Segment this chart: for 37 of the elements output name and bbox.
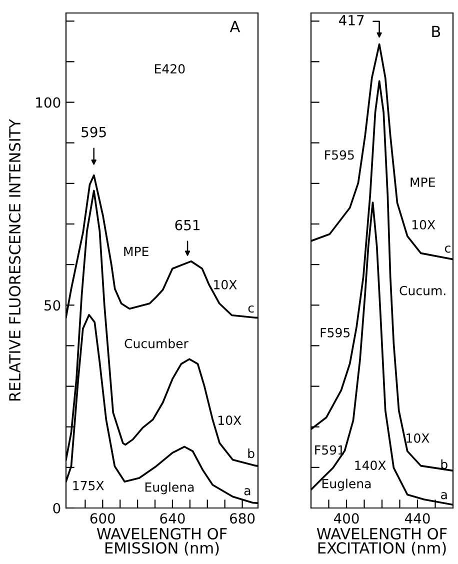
y-tick-label: 0 [53,502,60,514]
annotation: 10X [406,433,430,443]
x-tick-label: 600 [90,513,115,524]
annotation: c [248,305,254,313]
y-tick-label: 50 [44,300,60,311]
x-axis-title: WAVELENGTH OF EMISSION (nm) [96,528,227,556]
x-tick-label: 680 [230,513,255,524]
annotation: B [432,26,440,38]
annotation: 175X [73,481,104,490]
annotation: a [244,488,250,496]
annotation: E420 [155,64,185,74]
annotation: MPE [410,178,435,187]
annotation: 10X [218,416,242,425]
annotation: Cucum. [400,286,446,296]
annotation: Euglena [145,482,194,494]
annotation: 651 [175,220,200,230]
annotation: F591 [315,445,344,455]
x-tick-label: 400 [334,513,359,524]
annotation: 10X [412,220,436,230]
annotation: Euglena [322,478,371,491]
annotation: MPE [124,246,148,256]
annotation: 595 [82,126,106,138]
annotation: b [248,448,254,458]
x-tick-label: 640 [160,513,185,524]
annotation: c [444,246,450,253]
annotation: 10X [214,280,237,290]
annotation: F595 [320,328,350,338]
annotation: 140X [355,460,386,470]
annotation: a [441,492,447,500]
annotation: F595 [325,150,354,160]
y-axis-title: RELATIVE FLUORESCENCE INTENSITY [9,118,21,401]
annotation: A [230,20,240,32]
annotation: 417 [339,15,364,26]
x-axis-title: WAVELENGTH OF EXCITATION (nm) [316,528,447,556]
annotation: Cucumber [124,338,188,348]
x-tick-label: 440 [404,513,430,524]
y-tick-label: 100 [36,97,60,108]
